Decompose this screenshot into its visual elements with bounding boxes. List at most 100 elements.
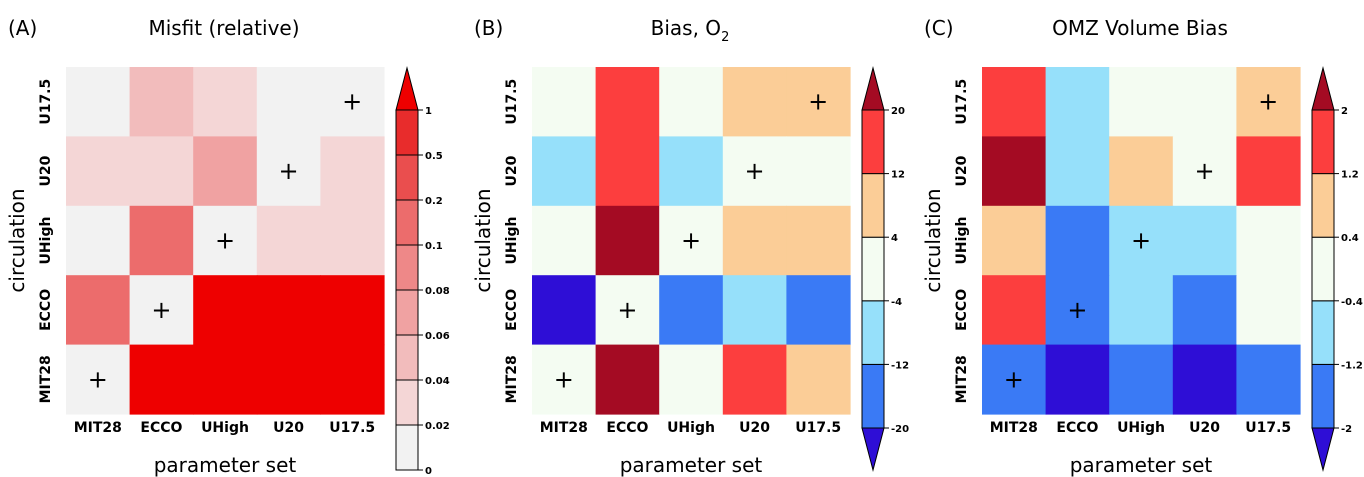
heatmap-cell xyxy=(1172,344,1237,415)
heatmap-cell xyxy=(193,67,258,137)
colorbar-tick-label: 0 xyxy=(425,466,432,477)
heatmap-cell xyxy=(66,344,131,415)
colorbar-extend-max xyxy=(1311,66,1335,111)
colorbar-tick-label: 0.06 xyxy=(425,331,450,342)
colorbar-segment xyxy=(395,424,419,471)
colorbar-tick-label: -0.4 xyxy=(1341,297,1363,308)
heatmap-cell xyxy=(532,344,597,415)
x-tick-label: U20 xyxy=(273,420,304,436)
x-axis-label: parameter set xyxy=(154,453,297,477)
y-tick-label: MIT28 xyxy=(38,355,54,403)
colorbar-tick-label: -1.2 xyxy=(1341,360,1363,371)
x-tick-label: MIT28 xyxy=(990,420,1038,436)
x-tick-label: U17.5 xyxy=(329,420,375,436)
y-axis-label: circulation xyxy=(5,188,29,292)
colorbar-segment xyxy=(861,300,885,365)
colorbar-extend-min xyxy=(1311,427,1335,472)
heatmap-cell xyxy=(1109,205,1174,276)
y-tick-label: U17.5 xyxy=(504,79,520,125)
diagonal-marker: + xyxy=(1004,365,1024,393)
colorbar-segment xyxy=(395,289,419,336)
x-tick-label: MIT28 xyxy=(74,420,122,436)
y-tick-label: U20 xyxy=(954,155,970,186)
heatmap-cell xyxy=(193,205,258,276)
heatmap-cell xyxy=(722,205,787,276)
heatmap-cell xyxy=(1045,205,1110,276)
heatmap-cell xyxy=(982,344,1047,415)
colorbar-segment xyxy=(1311,363,1335,429)
heatmap-cell xyxy=(1236,67,1301,137)
y-tick-label: U20 xyxy=(504,155,520,186)
colorbar-extend-min xyxy=(861,427,885,472)
diagonal-marker: + xyxy=(151,296,171,324)
colorbar-segment xyxy=(395,109,419,156)
title-main: Bias, O xyxy=(651,16,721,40)
heatmap-cell xyxy=(722,136,787,207)
heatmap-cell xyxy=(982,136,1047,207)
x-tick-label: U20 xyxy=(739,420,770,436)
y-tick-label: ECCO xyxy=(38,289,54,331)
diagonal-marker: + xyxy=(1258,88,1278,116)
heatmap-cell xyxy=(256,67,321,137)
x-tick-label: ECCO xyxy=(1056,420,1098,436)
diagonal-marker: + xyxy=(554,365,574,393)
heatmap-cell xyxy=(256,275,321,346)
colorbar-segment xyxy=(861,363,885,429)
heatmap-cell xyxy=(982,275,1047,346)
x-tick-label: U17.5 xyxy=(1245,420,1291,436)
y-tick-label: U17.5 xyxy=(38,79,54,125)
heatmap-cell xyxy=(786,344,851,415)
diagonal-marker: + xyxy=(681,227,701,255)
heatmap-cell xyxy=(256,136,321,207)
y-tick-label: ECCO xyxy=(504,289,520,331)
diagonal-marker: + xyxy=(1195,157,1215,185)
heatmap-cell xyxy=(1236,205,1301,276)
colorbar-tick-label: 0.08 xyxy=(425,286,450,297)
colorbar-tick-label: -20 xyxy=(891,424,909,435)
heatmap-cell xyxy=(320,205,385,276)
x-axis-label: parameter set xyxy=(1070,453,1213,477)
heatmap-cell xyxy=(1109,67,1174,137)
heatmap-cell xyxy=(1172,205,1237,276)
heatmap-cell xyxy=(129,275,194,346)
panel-1: + + + + + MIT28 ECCO UHigh U20 U17.5 U17.5 U20 UHigh… xyxy=(471,16,909,477)
heatmap-cell xyxy=(982,67,1047,137)
heatmap-cell xyxy=(193,344,258,415)
heatmap-cell xyxy=(1236,275,1301,346)
heatmap-cell xyxy=(595,344,660,415)
heatmap-cell xyxy=(256,344,321,415)
panel-title: OMZ Volume Bias xyxy=(1052,16,1228,40)
heatmap-cell xyxy=(659,344,724,415)
diagonal-marker: + xyxy=(1131,227,1151,255)
heatmap-cell xyxy=(66,67,131,137)
heatmap-cell xyxy=(1236,344,1301,415)
heatmap-cell xyxy=(595,136,660,207)
colorbar-segment xyxy=(861,109,885,175)
heatmap-cell xyxy=(786,275,851,346)
colorbar-tick-label: 0.02 xyxy=(425,421,450,432)
heatmap-cell xyxy=(1109,136,1174,207)
panel-0: + + + + + MIT28 ECCO UHigh U20 U17.5 U17.5 U20 UHigh… xyxy=(5,16,450,477)
heatmap-cell xyxy=(532,136,597,207)
diagonal-marker: + xyxy=(215,227,235,255)
colorbar-tick-label: 1 xyxy=(425,106,432,117)
colorbar-tick-label: 0.04 xyxy=(425,376,450,387)
heatmap-cell xyxy=(532,205,597,276)
heatmap-cell xyxy=(129,205,194,276)
colorbar-tick-label: -12 xyxy=(891,360,909,371)
heatmap-cell xyxy=(595,205,660,276)
colorbar-segment xyxy=(1311,300,1335,365)
heatmap-cell xyxy=(786,67,851,137)
x-tick-label: UHigh xyxy=(667,420,715,436)
heatmap-cell xyxy=(256,205,321,276)
colorbar-segment xyxy=(395,199,419,246)
heatmap-cell xyxy=(129,136,194,207)
y-axis-label: circulation xyxy=(471,188,495,292)
heatmap-cell xyxy=(129,67,194,137)
x-tick-label: UHigh xyxy=(201,420,249,436)
colorbar-segment xyxy=(1311,173,1335,238)
heatmap-cell xyxy=(1109,344,1174,415)
colorbar-tick-label: 0.1 xyxy=(425,241,443,252)
colorbar-segment xyxy=(861,236,885,302)
x-tick-label: U20 xyxy=(1189,420,1220,436)
